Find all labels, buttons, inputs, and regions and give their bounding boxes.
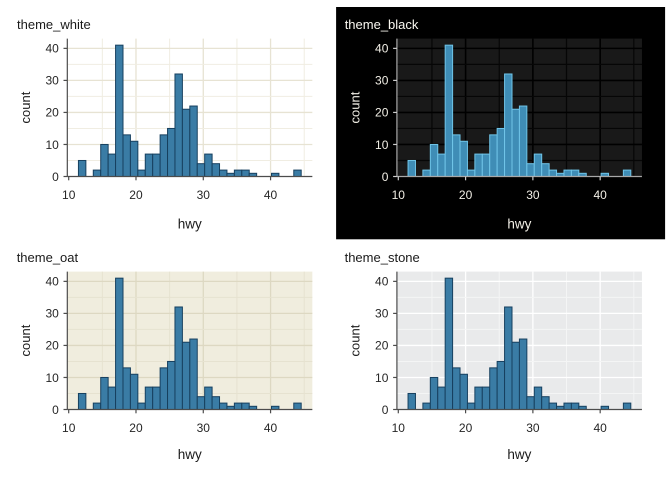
svg-text:theme_black: theme_black bbox=[345, 17, 419, 32]
svg-text:hwy: hwy bbox=[178, 447, 202, 462]
svg-text:40: 40 bbox=[375, 275, 389, 289]
svg-text:20: 20 bbox=[45, 106, 59, 120]
svg-text:theme_white: theme_white bbox=[17, 17, 91, 32]
svg-text:10: 10 bbox=[45, 138, 59, 152]
svg-text:count: count bbox=[348, 324, 363, 356]
svg-text:20: 20 bbox=[375, 106, 389, 120]
svg-text:40: 40 bbox=[45, 42, 59, 56]
svg-text:10: 10 bbox=[45, 371, 59, 385]
svg-text:0: 0 bbox=[382, 403, 389, 417]
svg-text:30: 30 bbox=[45, 74, 59, 88]
svg-text:30: 30 bbox=[45, 307, 59, 321]
svg-text:theme_oat: theme_oat bbox=[17, 250, 79, 265]
svg-text:0: 0 bbox=[52, 403, 59, 417]
svg-text:30: 30 bbox=[197, 188, 211, 202]
svg-text:20: 20 bbox=[45, 339, 59, 353]
svg-text:30: 30 bbox=[526, 188, 540, 202]
svg-text:hwy: hwy bbox=[178, 217, 202, 232]
svg-text:10: 10 bbox=[392, 421, 406, 435]
svg-text:20: 20 bbox=[129, 188, 143, 202]
svg-text:count: count bbox=[348, 91, 363, 123]
svg-text:30: 30 bbox=[375, 74, 389, 88]
svg-text:30: 30 bbox=[526, 421, 540, 435]
svg-text:theme_stone: theme_stone bbox=[345, 250, 420, 265]
svg-text:40: 40 bbox=[45, 275, 59, 289]
svg-text:40: 40 bbox=[593, 188, 607, 202]
svg-text:10: 10 bbox=[375, 138, 389, 152]
svg-text:30: 30 bbox=[197, 421, 211, 435]
svg-text:10: 10 bbox=[62, 421, 76, 435]
svg-text:20: 20 bbox=[459, 421, 473, 435]
svg-text:0: 0 bbox=[382, 170, 389, 184]
svg-text:10: 10 bbox=[62, 188, 76, 202]
svg-text:0: 0 bbox=[52, 170, 59, 184]
svg-text:10: 10 bbox=[392, 188, 406, 202]
svg-text:20: 20 bbox=[375, 339, 389, 353]
svg-text:hwy: hwy bbox=[507, 217, 531, 232]
svg-text:count: count bbox=[18, 324, 33, 356]
svg-text:20: 20 bbox=[459, 188, 473, 202]
svg-text:40: 40 bbox=[593, 421, 607, 435]
svg-text:40: 40 bbox=[264, 188, 278, 202]
svg-text:40: 40 bbox=[264, 421, 278, 435]
svg-text:20: 20 bbox=[129, 421, 143, 435]
svg-text:30: 30 bbox=[375, 307, 389, 321]
svg-text:count: count bbox=[18, 91, 33, 123]
svg-text:40: 40 bbox=[375, 42, 389, 56]
svg-text:hwy: hwy bbox=[507, 447, 531, 462]
svg-text:10: 10 bbox=[375, 371, 389, 385]
